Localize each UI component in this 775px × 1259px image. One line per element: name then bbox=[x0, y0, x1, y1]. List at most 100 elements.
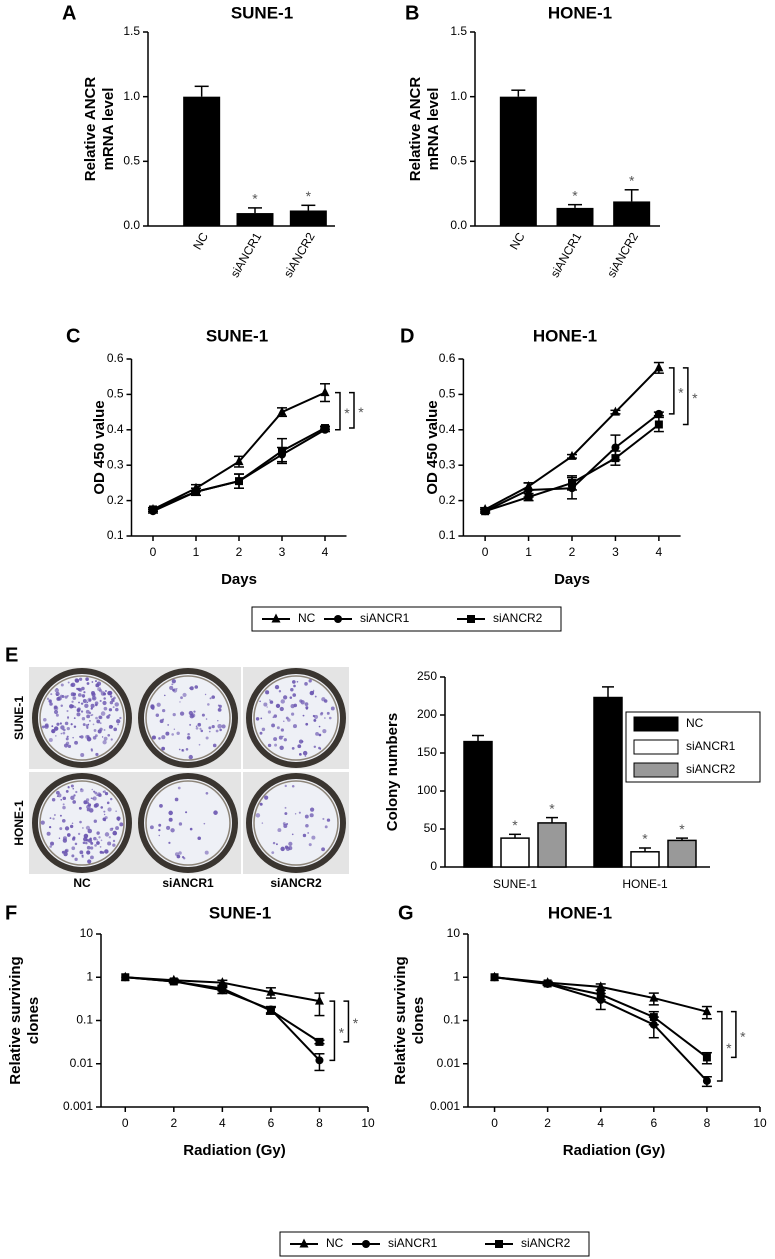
y-tick-label: 0.5 bbox=[107, 387, 124, 401]
marker bbox=[266, 1006, 275, 1015]
colony bbox=[285, 846, 291, 851]
colony bbox=[261, 727, 266, 732]
x-tick-label: siANCR1 bbox=[548, 230, 585, 280]
marker bbox=[315, 1037, 324, 1046]
colony bbox=[110, 738, 113, 741]
plate-rim bbox=[246, 668, 346, 768]
marker bbox=[596, 981, 606, 991]
colony bbox=[267, 743, 272, 748]
colony bbox=[296, 680, 299, 683]
colony bbox=[199, 727, 202, 730]
colony bbox=[62, 838, 68, 843]
legend-swatch bbox=[633, 716, 679, 732]
colony bbox=[99, 699, 102, 703]
colony bbox=[215, 729, 219, 733]
colony bbox=[311, 835, 316, 840]
colony bbox=[185, 811, 188, 814]
y-tick-label: 0.5 bbox=[450, 154, 467, 168]
colony bbox=[40, 820, 45, 825]
colony bbox=[305, 722, 309, 726]
colony bbox=[198, 723, 200, 725]
colony bbox=[46, 831, 51, 836]
colony bbox=[70, 723, 73, 726]
marker bbox=[235, 477, 243, 486]
y-tick-label: 0.2 bbox=[439, 493, 456, 507]
y-tick-label: 0.5 bbox=[439, 387, 456, 401]
colony bbox=[77, 687, 81, 692]
colony bbox=[74, 857, 78, 861]
colony bbox=[100, 691, 106, 696]
colony bbox=[83, 800, 88, 805]
colony bbox=[279, 706, 284, 712]
colony bbox=[89, 804, 92, 806]
colony bbox=[115, 707, 119, 712]
colony bbox=[309, 813, 314, 818]
colony bbox=[66, 710, 69, 713]
colony bbox=[276, 726, 280, 730]
colony bbox=[116, 719, 121, 724]
colony bbox=[181, 855, 185, 859]
legend-marker bbox=[495, 1240, 503, 1248]
marker bbox=[596, 990, 605, 999]
colony bbox=[213, 810, 218, 815]
colony bbox=[74, 706, 77, 709]
colony bbox=[90, 855, 94, 860]
colony bbox=[66, 833, 71, 837]
colony bbox=[60, 732, 63, 735]
colony bbox=[64, 848, 69, 853]
colony bbox=[99, 722, 102, 725]
colony bbox=[93, 836, 97, 841]
colony bbox=[221, 724, 226, 729]
annotation: * bbox=[344, 405, 350, 421]
y-tick-label: 0.01 bbox=[70, 1056, 94, 1070]
colony bbox=[267, 710, 272, 714]
colony bbox=[193, 710, 196, 713]
y-tick-label: 1 bbox=[453, 969, 460, 983]
colony bbox=[292, 680, 296, 684]
colony bbox=[80, 753, 85, 758]
colony bbox=[67, 681, 70, 684]
colony bbox=[162, 708, 166, 713]
marker bbox=[702, 1006, 712, 1016]
legend-swatch bbox=[633, 739, 679, 755]
colony bbox=[200, 729, 204, 733]
x-tick-label: 2 bbox=[236, 545, 243, 559]
colony bbox=[95, 680, 97, 683]
colony bbox=[174, 797, 179, 802]
colony bbox=[324, 825, 328, 829]
marker bbox=[266, 986, 276, 996]
colony bbox=[66, 735, 69, 738]
colony bbox=[304, 682, 308, 686]
colony bbox=[60, 683, 64, 687]
y-axis-label: mRNA level bbox=[100, 88, 117, 171]
colony bbox=[108, 724, 113, 729]
colony bbox=[170, 828, 175, 833]
colony bbox=[291, 712, 295, 716]
y-tick-label: 1.0 bbox=[123, 89, 140, 103]
colony bbox=[85, 798, 90, 802]
colony bbox=[176, 854, 181, 859]
colony bbox=[173, 728, 176, 730]
x-tick-label: 2 bbox=[569, 545, 576, 559]
y-tick-label: 0.001 bbox=[430, 1099, 460, 1113]
legend-label: siANCR2 bbox=[686, 762, 736, 776]
colony bbox=[74, 842, 78, 846]
colony bbox=[322, 817, 325, 821]
colony bbox=[112, 843, 116, 847]
colony bbox=[100, 839, 103, 842]
column-label: NC bbox=[73, 876, 91, 890]
x-tick-label: 8 bbox=[704, 1116, 711, 1130]
bar bbox=[500, 837, 530, 868]
y-axis-label: OD 450 value bbox=[91, 400, 108, 494]
colony bbox=[189, 827, 193, 831]
panel-letter: B bbox=[405, 2, 419, 24]
colony bbox=[321, 697, 326, 702]
colony bbox=[70, 683, 74, 686]
colony bbox=[92, 796, 97, 801]
x-tick-label: siANCR2 bbox=[281, 230, 318, 280]
colony bbox=[59, 814, 62, 817]
plate-inner bbox=[39, 780, 125, 866]
colony bbox=[81, 854, 84, 857]
colony bbox=[82, 827, 84, 829]
colony bbox=[312, 714, 315, 718]
